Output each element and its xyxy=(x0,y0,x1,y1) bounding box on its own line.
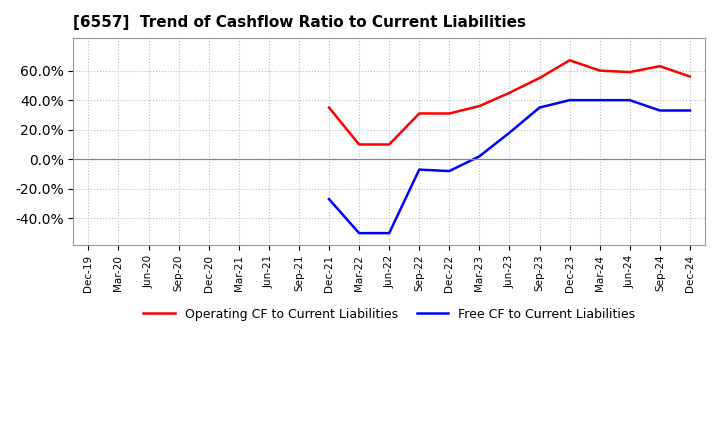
Line: Operating CF to Current Liabilities: Operating CF to Current Liabilities xyxy=(329,60,690,144)
Operating CF to Current Liabilities xyxy=(626,70,634,75)
Operating CF to Current Liabilities xyxy=(656,63,665,69)
Free CF to Current Liabilities xyxy=(685,108,694,113)
Operating CF to Current Liabilities xyxy=(565,58,574,63)
Text: [6557]  Trend of Cashflow Ratio to Current Liabilities: [6557] Trend of Cashflow Ratio to Curren… xyxy=(73,15,526,30)
Operating CF to Current Liabilities xyxy=(445,111,454,116)
Free CF to Current Liabilities xyxy=(355,231,364,236)
Legend: Operating CF to Current Liabilities, Free CF to Current Liabilities: Operating CF to Current Liabilities, Fre… xyxy=(138,303,640,326)
Free CF to Current Liabilities xyxy=(325,197,333,202)
Operating CF to Current Liabilities xyxy=(505,90,514,95)
Operating CF to Current Liabilities xyxy=(685,74,694,79)
Free CF to Current Liabilities xyxy=(656,108,665,113)
Free CF to Current Liabilities xyxy=(626,98,634,103)
Line: Free CF to Current Liabilities: Free CF to Current Liabilities xyxy=(329,100,690,233)
Operating CF to Current Liabilities xyxy=(415,111,423,116)
Operating CF to Current Liabilities xyxy=(355,142,364,147)
Free CF to Current Liabilities xyxy=(385,231,394,236)
Free CF to Current Liabilities xyxy=(445,169,454,174)
Free CF to Current Liabilities xyxy=(415,167,423,172)
Free CF to Current Liabilities xyxy=(565,98,574,103)
Free CF to Current Liabilities xyxy=(505,130,514,136)
Free CF to Current Liabilities xyxy=(535,105,544,110)
Operating CF to Current Liabilities xyxy=(595,68,604,73)
Operating CF to Current Liabilities xyxy=(325,105,333,110)
Operating CF to Current Liabilities xyxy=(535,75,544,81)
Free CF to Current Liabilities xyxy=(595,98,604,103)
Operating CF to Current Liabilities xyxy=(475,103,484,109)
Free CF to Current Liabilities xyxy=(475,154,484,159)
Operating CF to Current Liabilities xyxy=(385,142,394,147)
